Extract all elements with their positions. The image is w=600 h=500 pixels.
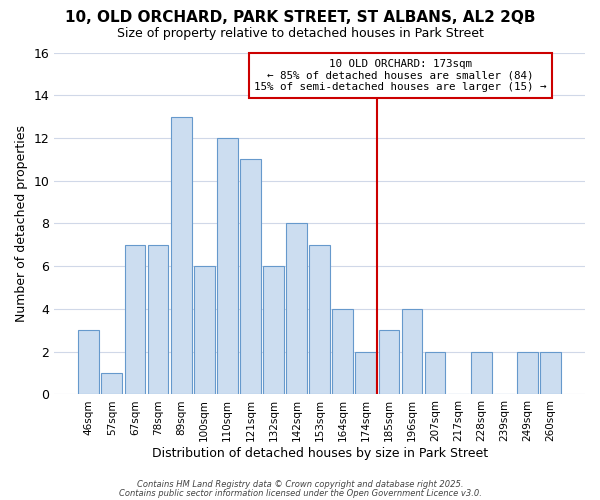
Bar [309, 245, 330, 394]
Text: 10, OLD ORCHARD, PARK STREET, ST ALBANS, AL2 2QB: 10, OLD ORCHARD, PARK STREET, ST ALBANS,… [65, 10, 535, 25]
Bar [425, 352, 445, 395]
Bar [171, 116, 191, 394]
Bar [401, 309, 422, 394]
Bar [355, 352, 376, 395]
Bar [148, 245, 169, 394]
Bar [286, 224, 307, 394]
Bar [540, 352, 561, 395]
X-axis label: Distribution of detached houses by size in Park Street: Distribution of detached houses by size … [152, 447, 488, 460]
Bar [240, 160, 261, 394]
Bar [471, 352, 491, 395]
Bar [125, 245, 145, 394]
Text: Contains public sector information licensed under the Open Government Licence v3: Contains public sector information licen… [119, 488, 481, 498]
Text: Contains HM Land Registry data © Crown copyright and database right 2025.: Contains HM Land Registry data © Crown c… [137, 480, 463, 489]
Bar [79, 330, 99, 394]
Bar [217, 138, 238, 394]
Text: Size of property relative to detached houses in Park Street: Size of property relative to detached ho… [116, 28, 484, 40]
Bar [517, 352, 538, 395]
Y-axis label: Number of detached properties: Number of detached properties [15, 125, 28, 322]
Bar [379, 330, 399, 394]
Text: 10 OLD ORCHARD: 173sqm
← 85% of detached houses are smaller (84)
15% of semi-det: 10 OLD ORCHARD: 173sqm ← 85% of detached… [254, 59, 547, 92]
Bar [101, 373, 122, 394]
Bar [332, 309, 353, 394]
Bar [194, 266, 215, 394]
Bar [263, 266, 284, 394]
